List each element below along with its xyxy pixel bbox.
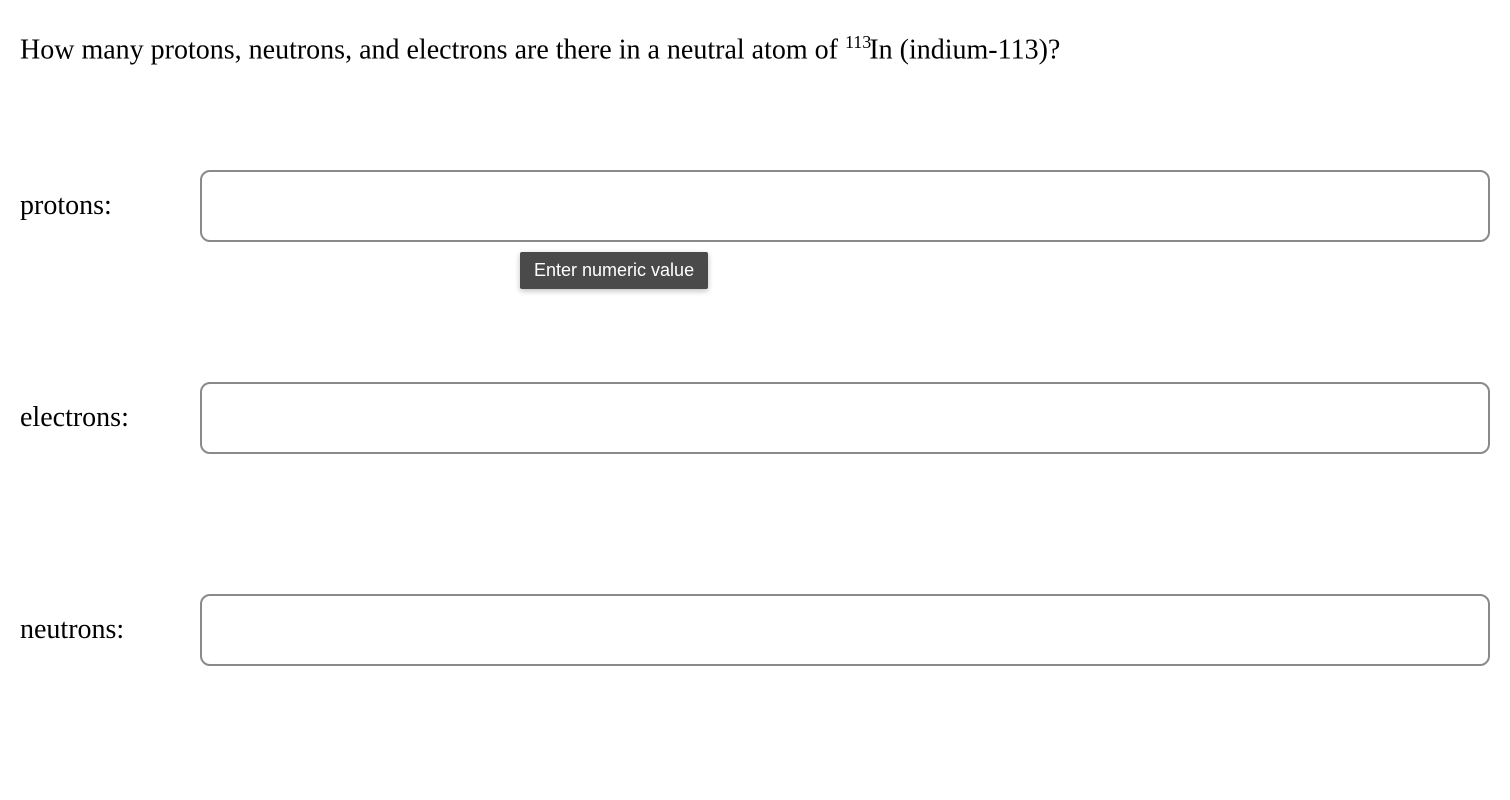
neutrons-field-row: neutrons: <box>20 594 1490 666</box>
electrons-field-row: electrons: <box>20 382 1490 454</box>
electrons-label: electrons: <box>20 402 200 434</box>
protons-field-row: protons: Enter numeric value <box>20 170 1490 242</box>
question-prefix: How many protons, neutrons, and electron… <box>20 34 845 65</box>
mass-number-superscript: 113 <box>845 32 871 52</box>
electrons-input[interactable] <box>200 382 1490 454</box>
neutrons-label: neutrons: <box>20 614 200 646</box>
element-symbol: In <box>869 34 892 65</box>
question-text: How many protons, neutrons, and electron… <box>20 30 1490 70</box>
tooltip-text: Enter numeric value <box>534 260 694 280</box>
neutrons-input[interactable] <box>200 594 1490 666</box>
tooltip: Enter numeric value <box>520 252 708 289</box>
protons-label: protons: <box>20 190 200 222</box>
question-suffix: (indium-113)? <box>893 34 1061 65</box>
protons-input[interactable] <box>200 170 1490 242</box>
